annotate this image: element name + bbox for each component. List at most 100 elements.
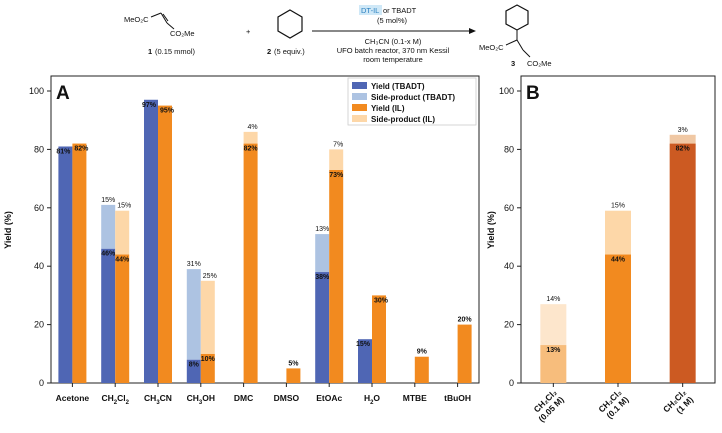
y-tick-label: 20 (34, 320, 44, 330)
product-3-ester-left: MeO₂C (479, 43, 504, 52)
y-tick-label: 40 (504, 261, 514, 271)
legend-label-yield-tbadt: Yield (TBADT) (371, 82, 425, 91)
product-3-ester-right: CO₂Me (527, 59, 552, 68)
compound-1-amount: (0.15 mmol) (155, 47, 196, 56)
catalyst-alternative: or TBADT (383, 6, 417, 15)
bar-yield-il (158, 105, 172, 383)
bar-yield-il (329, 169, 344, 383)
catalyst-highlight-box (359, 5, 382, 15)
label-yield-tbadt: 46% (101, 251, 116, 258)
bar-side-tbadt (101, 204, 116, 249)
label-side-il: 15% (117, 203, 131, 210)
panel-b-x-axis: CH₂Cl₂(0.05 M) CH₂Cl₂(0.1 M) CH₂Cl₂(1 M) (529, 383, 695, 424)
y-tick-label: 80 (504, 144, 514, 154)
x-category-label: tBuOH (444, 393, 471, 403)
panel-b-y-axis: 0 20 40 60 80 100 (499, 86, 521, 388)
bar-yield (669, 143, 696, 383)
label-yield-il: 95% (160, 108, 175, 115)
legend-label-yield-il: Yield (IL) (371, 104, 405, 113)
x-category-label: CH2Cl2 (101, 393, 129, 406)
bar-side-product (540, 304, 567, 346)
legend-swatch-side-il (352, 115, 367, 122)
bar-yield-il (200, 353, 215, 383)
y-tick-label: 100 (29, 86, 44, 96)
catalyst-loading: (5 mol%) (377, 16, 408, 25)
label-yield-il: 5% (288, 360, 299, 367)
compound-1-structure: MeO₂C CO₂Me (124, 12, 195, 38)
panel-a-y-axis: 0 20 40 60 80 100 (29, 86, 51, 388)
bar-side-il (329, 149, 344, 170)
label-side-il: 4% (248, 124, 258, 131)
bar-yield-il (414, 356, 429, 383)
bar-yield-tbadt (186, 359, 201, 383)
label-yield: 13% (546, 347, 561, 354)
panel-b-letter: B (526, 83, 540, 104)
x-category-label: CH₂Cl₂(0.05 M) (529, 387, 566, 424)
bar-side-il (115, 210, 130, 255)
panel-a-legend: Yield (TBADT) Side-product (TBADT) Yield… (347, 77, 477, 126)
y-tick-label: 20 (504, 320, 514, 330)
legend-swatch-yield-tbadt (352, 82, 367, 89)
bar-yield-tbadt (101, 248, 116, 383)
label-side-product: 15% (611, 203, 625, 210)
y-tick-label: 0 (39, 378, 44, 388)
compound-1-label: 1 (148, 47, 152, 56)
compound-1-ester-left: MeO₂C (124, 15, 149, 24)
compound-1-ester-right: CO₂Me (170, 29, 195, 38)
label-side-product: 3% (678, 127, 688, 134)
legend-swatch-yield-il (352, 104, 367, 111)
label-side-tbadt: 15% (101, 197, 115, 204)
label-yield-il: 10% (201, 356, 216, 363)
label-yield-il: 9% (417, 349, 428, 356)
y-tick-label: 60 (34, 203, 44, 213)
legend-frame (347, 77, 477, 126)
x-category-label: DMSO (274, 393, 300, 403)
x-category-label: DMC (234, 393, 253, 403)
label-yield-tbadt: 15% (356, 341, 371, 348)
bar-side-il (243, 131, 258, 144)
bar-yield-tbadt (358, 339, 372, 383)
bar-yield (605, 254, 631, 383)
label-yield-il: 82% (244, 146, 259, 153)
panel-a-bars: 81% 82%46%15%44%15%97%95%8%31%10%25%82%4%… (56, 99, 472, 383)
bar-yield-tbadt (58, 146, 73, 383)
x-category-label: CH3CN (144, 393, 172, 406)
x-category-label: MTBE (403, 393, 427, 403)
panel-b-bars: 13% 14% 44% 15% 82% 3% (540, 127, 696, 383)
solvent-condition: CH₃CN (0.1-x M) (365, 37, 422, 46)
label-yield-il: 73% (329, 172, 344, 179)
label-side-tbadt: 31% (187, 261, 201, 268)
bar-yield-il (286, 368, 301, 383)
bar-yield-il (72, 143, 87, 383)
label-side-tbadt: 13% (315, 226, 329, 233)
label-yield-il: 44% (115, 257, 130, 264)
plus-sign: + (246, 27, 251, 36)
panel-a-y-label: Yield (%) (3, 211, 13, 249)
compound-2-label: 2 (267, 47, 271, 56)
label-yield-tbadt: 38% (315, 274, 330, 281)
reactor-condition: UFO batch reactor, 370 nm Kessil (337, 46, 450, 55)
compound-2-amount: (5 equiv.) (274, 47, 305, 56)
legend-label-side-il: Side-product (IL) (371, 115, 435, 124)
label-yield-tbadt: 97% (142, 102, 157, 109)
label-yield: 44% (611, 257, 626, 264)
panel-b: 0 20 40 60 80 100 13% 14% 44% 15% 82% 3% CH₂Cl₂(0.… (486, 75, 716, 424)
catalyst-highlight: DT-IL (361, 6, 379, 15)
panel-a-frame (50, 75, 480, 384)
label-yield: 82% (676, 146, 691, 153)
label-side-il: 25% (203, 273, 217, 280)
bar-side-product (605, 210, 631, 255)
x-category-label: EtOAc (316, 393, 342, 403)
product-3-structure (505, 4, 531, 58)
y-tick-label: 100 (499, 86, 514, 96)
label-side-il: 7% (333, 141, 343, 148)
temperature-condition: room temperature (363, 55, 423, 64)
bar-side-tbadt (186, 269, 201, 360)
cyclohexane-structure (277, 9, 303, 39)
legend-label-side-tbadt: Side-product (TBADT) (371, 93, 455, 102)
y-tick-label: 80 (34, 144, 44, 154)
legend-swatch-side-tbadt (352, 93, 367, 100)
label-side-product: 14% (546, 296, 560, 303)
